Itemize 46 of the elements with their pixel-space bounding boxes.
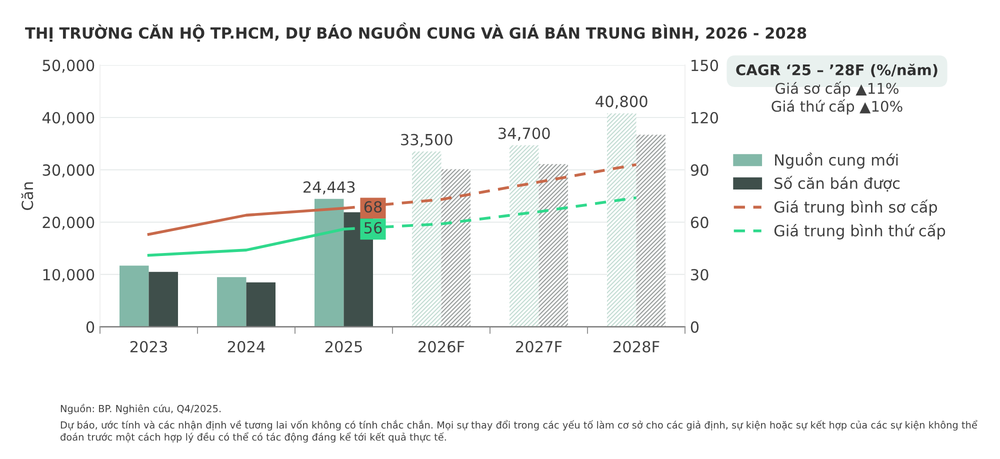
x-tick-label: 2028F <box>614 340 660 353</box>
x-tick-label: 2025 <box>325 340 362 353</box>
x-tick-label: 2026F <box>418 340 464 353</box>
y-tick-label: 10,000 <box>43 268 94 282</box>
y-tick-label: 0 <box>86 321 94 333</box>
y2-tick-label: 60 <box>690 216 708 228</box>
x-tick-label: 2024 <box>228 340 265 353</box>
bar <box>441 169 470 327</box>
data-label: 34,700 <box>498 128 550 141</box>
chart-title: THỊ TRƯỜNG CĂN HỘ TP.HCM, DỰ BÁO NGUỒN CUNG VÀ GIÁ BÁN TRUNG BÌNH, 2026 - 2028 <box>25 22 806 42</box>
bar <box>148 272 178 327</box>
text: Giá sơ cấp ▲11% <box>776 81 898 97</box>
text: Dự báo, ước tính và các nhận định về tương lai vốn không có tính chắc chắn. Mọi sự thay đổi trong các yếu tố làm cơ sở cho các giả định, sự kiện hoặc sự kết hợp của các sự kiện không thể đoán trước một cách hợp lý đều có thể có tác động đáng kể tới kết quả thực tế. <box>60 420 978 443</box>
y-tick-label: 50,000 <box>42 60 94 73</box>
y2-tick-label: 90 <box>690 164 708 176</box>
bar <box>636 134 666 327</box>
legend-label: Số căn bán được <box>774 176 900 192</box>
bar <box>120 266 149 327</box>
y2-tick-label: 0 <box>690 321 699 333</box>
bar <box>246 282 276 327</box>
data-label: 56 <box>364 222 382 234</box>
data-label: 40,800 <box>596 96 648 109</box>
text: Nguồn: BP. Nghiên cứu, Q4/2025. <box>60 404 221 414</box>
data-label: 33,500 <box>401 134 452 147</box>
x-tick-label: 2023 <box>130 340 167 353</box>
y-tick-label: 30,000 <box>42 164 94 178</box>
text: Giá thứ cấp ▲10% <box>772 99 902 115</box>
bar <box>217 277 246 327</box>
data-label: 68 <box>364 201 382 213</box>
bar <box>314 198 344 327</box>
bar <box>607 113 636 327</box>
legend-label: Giá trung bình thứ cấp <box>774 223 946 240</box>
data-label: 24,443 <box>304 181 355 194</box>
bar <box>510 145 539 327</box>
legend-label: Giá trung bình sơ cấp <box>774 200 938 216</box>
y2-tick-label: 30 <box>691 268 708 281</box>
y-axis-title: Căn <box>21 182 34 210</box>
bar <box>538 164 568 327</box>
y2-tick-label: 150 <box>692 60 718 72</box>
y2-tick-label: 120 <box>692 112 718 124</box>
y-tick-label: 20,000 <box>42 216 94 230</box>
bar <box>412 152 442 327</box>
legend-label: Nguồn cung mới <box>775 152 898 169</box>
x-tick-label: 2027F <box>516 340 562 353</box>
y-tick-label: 40,000 <box>42 112 94 126</box>
text: CAGR ‘25 – ’28F (%/năm) <box>736 64 938 78</box>
